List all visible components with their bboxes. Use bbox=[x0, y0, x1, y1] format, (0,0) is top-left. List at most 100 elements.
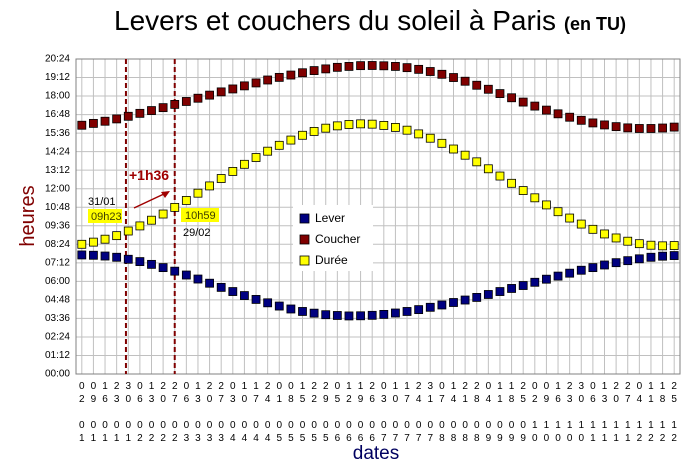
marker bbox=[472, 80, 482, 90]
marker bbox=[251, 153, 261, 162]
marker bbox=[240, 291, 249, 300]
marker bbox=[658, 241, 667, 251]
marker bbox=[251, 295, 261, 304]
x-tick-label: 21 08 bbox=[460, 381, 471, 446]
marker bbox=[425, 133, 435, 143]
y-tick-label: 18:00 bbox=[45, 91, 70, 102]
marker bbox=[367, 61, 377, 70]
title: Levers et couchers du soleil à Paris bbox=[114, 5, 556, 36]
highlight bbox=[88, 209, 122, 223]
marker bbox=[588, 118, 598, 128]
legend-label: Durée bbox=[315, 253, 348, 267]
x-tick-label: 06 03 bbox=[181, 381, 192, 446]
y-tick-label: 14:24 bbox=[45, 146, 70, 157]
marker bbox=[367, 119, 377, 129]
marker bbox=[402, 307, 412, 316]
marker bbox=[135, 108, 145, 118]
marker bbox=[147, 215, 156, 225]
x-tick-label: 14 08 bbox=[448, 381, 459, 446]
marker bbox=[495, 89, 505, 98]
annotation: 09h23 bbox=[91, 211, 122, 223]
marker bbox=[112, 231, 122, 241]
marker bbox=[77, 239, 87, 249]
y-tick-label: 00:00 bbox=[45, 369, 70, 380]
marker bbox=[181, 270, 191, 280]
marker bbox=[158, 103, 168, 113]
marker bbox=[286, 70, 296, 80]
marker bbox=[216, 282, 226, 292]
marker bbox=[437, 300, 447, 310]
marker bbox=[170, 99, 180, 109]
marker bbox=[123, 254, 133, 264]
annotation: +1h36 bbox=[129, 167, 169, 183]
marker bbox=[623, 256, 633, 266]
arrow-head bbox=[161, 191, 170, 198]
x-tick-label: 05 06 bbox=[332, 381, 343, 446]
marker bbox=[565, 112, 575, 122]
marker bbox=[356, 311, 365, 321]
x-tick-label: 18 09 bbox=[506, 381, 517, 446]
marker bbox=[321, 64, 331, 74]
x-tick-label: 11 09 bbox=[494, 381, 505, 446]
marker bbox=[646, 240, 656, 250]
marker bbox=[344, 62, 354, 71]
marker bbox=[483, 164, 493, 174]
marker bbox=[530, 193, 540, 203]
marker bbox=[263, 298, 273, 308]
y-tick-label: 07:12 bbox=[45, 257, 70, 268]
marker bbox=[588, 263, 598, 273]
marker bbox=[135, 257, 145, 266]
marker bbox=[634, 239, 644, 249]
y-tick-label: 01:12 bbox=[45, 350, 70, 361]
marker bbox=[472, 157, 482, 167]
x-tick-label: 25 12 bbox=[669, 381, 680, 446]
marker bbox=[205, 181, 214, 191]
marker bbox=[89, 237, 98, 247]
marker bbox=[623, 236, 633, 246]
legend: Lever Coucher Durée bbox=[293, 205, 373, 271]
marker bbox=[646, 252, 656, 262]
chart-title: Levers et couchers du soleil à Paris (en … bbox=[114, 5, 626, 36]
marker bbox=[356, 61, 365, 71]
x-tick-label: 23 01 bbox=[111, 381, 122, 446]
y-tick-label: 19:12 bbox=[45, 72, 70, 83]
marker bbox=[402, 125, 412, 135]
marker bbox=[669, 122, 679, 132]
marker bbox=[391, 62, 400, 71]
x-tick-label: 29 05 bbox=[320, 381, 331, 446]
annotation: 31/01 bbox=[88, 196, 116, 208]
x-tick-label: 17 04 bbox=[251, 381, 262, 446]
marker bbox=[507, 178, 516, 188]
x-tick-label: 02 01 bbox=[76, 381, 87, 446]
marker bbox=[425, 67, 435, 76]
legend-swatch bbox=[299, 234, 310, 245]
marker bbox=[414, 64, 424, 74]
marker bbox=[646, 124, 656, 133]
marker bbox=[286, 135, 296, 145]
marker bbox=[449, 144, 458, 154]
x-tick-label: 27 02 bbox=[169, 381, 180, 446]
marker bbox=[460, 76, 470, 86]
x-tick-label: 03 04 bbox=[227, 381, 238, 446]
marker bbox=[251, 78, 261, 88]
marker bbox=[228, 287, 238, 296]
x-tick-label: 27 03 bbox=[216, 381, 227, 446]
y-tick-label: 03:36 bbox=[45, 313, 70, 324]
marker bbox=[379, 61, 389, 71]
marker bbox=[565, 268, 575, 278]
y-tick-label: 20:24 bbox=[45, 54, 70, 65]
marker bbox=[576, 265, 586, 275]
marker bbox=[309, 66, 319, 75]
plot-background bbox=[76, 59, 680, 374]
marker bbox=[112, 252, 122, 262]
marker bbox=[321, 310, 331, 320]
y-tick-label: 16:48 bbox=[45, 109, 70, 120]
marker bbox=[309, 127, 319, 136]
x-tick-label: 28 08 bbox=[471, 381, 482, 446]
x-tick-label: 20 11 bbox=[611, 381, 622, 446]
marker bbox=[274, 140, 284, 150]
marker bbox=[240, 159, 249, 169]
marker bbox=[100, 251, 110, 261]
marker bbox=[158, 263, 168, 273]
